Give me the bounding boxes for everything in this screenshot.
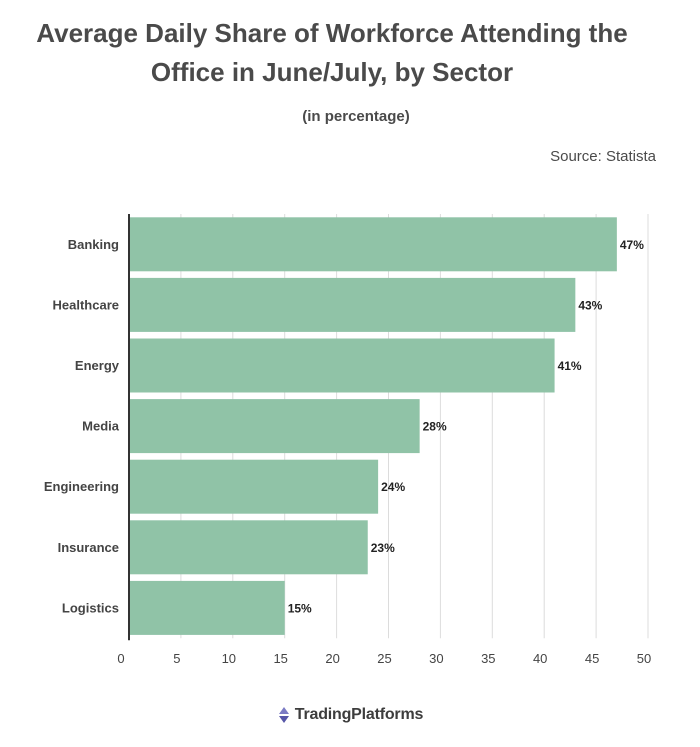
source-note: Source: Statista: [550, 148, 656, 165]
x-tick-label: 20: [325, 651, 339, 666]
category-label: Engineering: [44, 479, 119, 494]
bar: [130, 520, 368, 575]
x-tick-label: 15: [273, 651, 287, 666]
bar: [130, 217, 617, 272]
chart-title-line-2: Office in June/July, by Sector: [150, 57, 514, 87]
bar: [130, 338, 555, 393]
x-tick-label: 25: [377, 651, 391, 666]
bar: [130, 580, 285, 635]
category-label: Insurance: [58, 540, 119, 555]
data-label: 47%: [620, 238, 644, 252]
chart-subtitle: (in percentage): [302, 108, 410, 125]
data-label: 15%: [288, 601, 312, 615]
x-tick-label: 40: [533, 651, 547, 666]
x-tick-label: 45: [585, 651, 599, 666]
data-label: 28%: [423, 420, 447, 434]
tradingplatforms-logo-icon: [278, 707, 289, 723]
category-label: Logistics: [62, 600, 119, 615]
bar-chart: 47% 43% 41% 28% 24% 23% 15% Banking Healthcare E…: [44, 214, 651, 666]
bar: [130, 459, 379, 514]
data-label: 41%: [558, 359, 582, 373]
chart-title-line-1: Average Daily Share of Workforce Attendi…: [36, 18, 628, 48]
bars: [130, 217, 617, 635]
x-tick-label: 0: [117, 651, 124, 666]
category-labels: Banking Healthcare Energy Media Engineering I…: [44, 237, 120, 616]
bar: [130, 277, 576, 332]
data-label: 24%: [381, 480, 405, 494]
x-axis-tick-labels: 0 5 10 15 20 25 30 35 40 45 50: [117, 651, 651, 666]
data-label: 43%: [578, 298, 602, 312]
category-label: Energy: [75, 358, 120, 373]
category-label: Healthcare: [53, 297, 119, 312]
x-tick-label: 30: [429, 651, 443, 666]
data-label: 23%: [371, 541, 395, 555]
chart-title: Average Daily Share of Workforce Attendi…: [0, 14, 664, 92]
footer-logo: TradingPlatforms: [0, 700, 700, 730]
footer-logo-text: TradingPlatforms: [294, 706, 424, 723]
x-tick-label: 5: [173, 651, 180, 666]
bar: [130, 399, 420, 454]
data-labels: 47% 43% 41% 28% 24% 23% 15%: [288, 238, 645, 616]
x-tick-label: 50: [637, 651, 651, 666]
x-tick-label: 10: [222, 651, 236, 666]
category-label: Media: [82, 419, 120, 434]
x-tick-label: 35: [481, 651, 495, 666]
category-label: Banking: [68, 237, 119, 252]
